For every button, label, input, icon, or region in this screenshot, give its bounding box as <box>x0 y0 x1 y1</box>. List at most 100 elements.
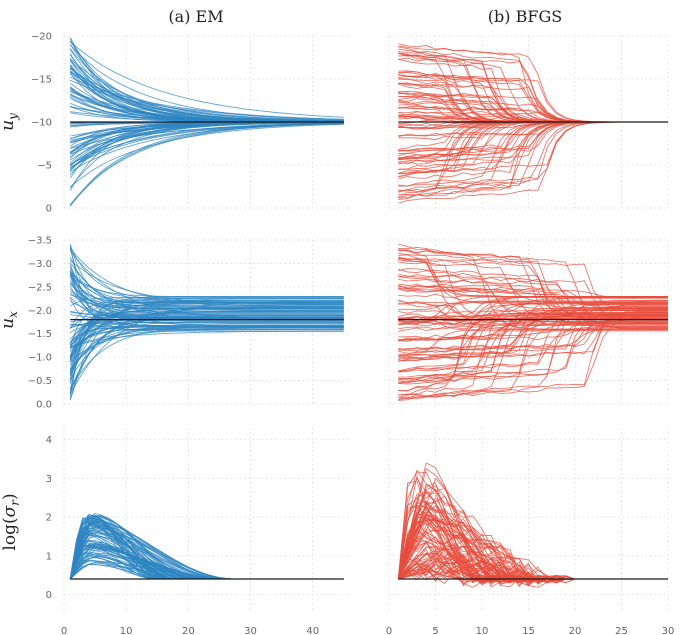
series-line <box>398 278 668 307</box>
y-tick-label: −10 <box>31 118 52 129</box>
series-group <box>69 513 344 580</box>
panel-bfgs-logsigma: 0 5 10 15 20 25 30 <box>386 428 675 635</box>
series-group <box>398 243 669 402</box>
series-group <box>398 43 668 204</box>
series-line <box>69 302 344 350</box>
series-line <box>69 271 344 298</box>
x-tick-label: 25 <box>615 626 628 635</box>
x-tick-label: 20 <box>569 626 582 635</box>
row-label-ux-sub: x <box>6 311 20 318</box>
series-group <box>69 243 344 401</box>
series-line <box>398 322 668 351</box>
series-line <box>398 314 668 372</box>
y-tick-label: 2 <box>46 513 52 524</box>
series-line <box>69 315 344 401</box>
x-tick-label: 30 <box>662 626 675 635</box>
series-line <box>69 43 344 123</box>
series-line <box>69 123 344 188</box>
y-tick-label: 0 <box>46 204 52 215</box>
series-line <box>398 273 669 324</box>
x-tick-label: 20 <box>182 626 195 635</box>
series-line <box>398 261 668 303</box>
series-line <box>69 122 344 168</box>
series-line <box>398 297 668 356</box>
x-tick-label: 10 <box>476 626 489 635</box>
series-line <box>398 257 669 313</box>
series-line <box>398 106 668 123</box>
series-line <box>398 254 668 319</box>
series-line <box>398 300 668 325</box>
y-tick-label: 4 <box>46 435 52 446</box>
y-tick-label: −20 <box>31 32 52 43</box>
series-line <box>70 310 344 329</box>
y-tick-label: −1.5 <box>28 329 52 340</box>
series-line <box>69 300 344 356</box>
series-line <box>69 300 344 395</box>
y-tick-label: 3 <box>46 474 52 485</box>
series-line <box>69 57 344 122</box>
series-line <box>69 122 344 207</box>
series-line <box>70 123 344 149</box>
series-line <box>69 250 344 320</box>
row-label-uy-sub: y <box>6 113 20 121</box>
y-tick-label: −15 <box>31 75 52 86</box>
x-tick-label: 15 <box>522 626 535 635</box>
y-tick-label: −3.0 <box>28 259 52 270</box>
series-line <box>69 248 344 306</box>
series-line <box>69 270 344 310</box>
series-line <box>397 513 668 580</box>
column-title-bfgs: (b) BFGS <box>488 7 562 26</box>
series-line <box>70 79 344 120</box>
series-line <box>69 535 344 580</box>
series-line <box>398 326 668 372</box>
series-line <box>69 44 344 121</box>
row-label-ux: ux <box>0 311 20 329</box>
series-line <box>69 328 344 357</box>
x-tick-label: 40 <box>306 626 319 635</box>
series-line <box>69 68 344 121</box>
x-tick-label: 5 <box>432 626 438 635</box>
column-title-em: (a) EM <box>168 7 223 26</box>
series-line <box>69 314 344 328</box>
panel-em-uy: 0 −5 −10 −15 −20 <box>31 32 350 215</box>
y-tick-label: 0.0 <box>36 400 52 411</box>
series-line <box>69 275 344 327</box>
row-label-sigma: σ <box>0 505 20 517</box>
row-label-sigma-sub: r <box>8 499 22 506</box>
series-line <box>398 320 668 325</box>
x-tick-label: 0 <box>386 626 392 635</box>
row-label-close: ) <box>0 493 20 500</box>
series-group <box>397 462 668 588</box>
series-line <box>69 41 344 118</box>
series-line <box>398 317 668 332</box>
panel-bfgs-uy <box>388 35 669 209</box>
series-line <box>398 313 668 342</box>
panel-bfgs-ux <box>388 239 669 405</box>
series-line <box>398 307 668 384</box>
series-line <box>69 123 344 173</box>
series-line <box>398 308 668 401</box>
x-tick-label: 0 <box>61 626 67 635</box>
series-line <box>398 303 668 398</box>
series-line <box>69 256 344 303</box>
series-line <box>69 317 344 377</box>
y-tick-label: 1 <box>46 551 52 562</box>
series-line <box>69 298 344 398</box>
series-line <box>69 122 344 166</box>
y-tick-label: −5 <box>37 161 52 172</box>
y-tick-label: −0.5 <box>28 376 52 387</box>
x-tick-label: 10 <box>120 626 133 635</box>
series-line <box>69 307 344 370</box>
y-tick-label: −2.0 <box>28 306 52 317</box>
row-label-log-sigma: log(σr) <box>0 493 22 550</box>
series-line <box>69 309 344 380</box>
series-line <box>398 285 668 323</box>
series-line <box>398 299 668 326</box>
y-tick-label: 0 <box>46 590 52 601</box>
series-line <box>398 327 668 341</box>
y-tick-label: −3.5 <box>28 236 52 247</box>
series-line <box>69 295 344 375</box>
y-tick-label: −2.5 <box>28 282 52 293</box>
